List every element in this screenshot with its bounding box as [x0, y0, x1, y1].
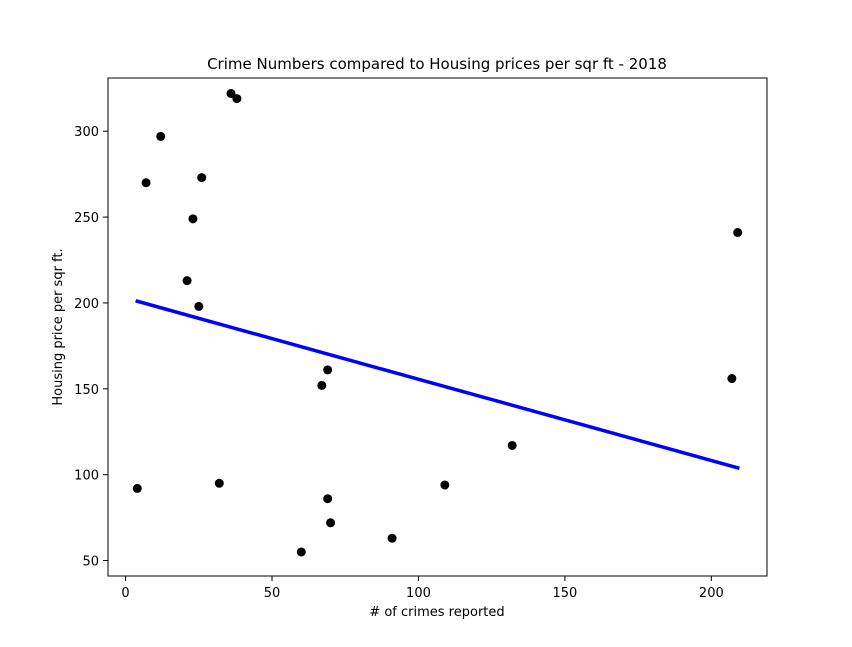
data-point	[326, 518, 336, 528]
y-tick-label: 200	[74, 297, 99, 312]
x-tick-label: 0	[121, 586, 129, 601]
x-tick-label: 100	[406, 586, 431, 601]
data-point	[182, 276, 192, 286]
y-tick-label: 300	[74, 125, 99, 140]
x-tick-label: 50	[264, 586, 281, 601]
regression-line	[135, 299, 740, 470]
plot-frame	[107, 77, 768, 577]
data-point	[141, 178, 151, 188]
x-axis-label: # of crimes reported	[369, 605, 504, 620]
data-point	[727, 374, 737, 384]
x-tick-label: 200	[699, 586, 724, 601]
data-point	[323, 365, 333, 375]
data-point	[214, 478, 224, 488]
plot-area	[132, 88, 743, 557]
x-tick-label: 150	[552, 586, 577, 601]
y-tick-label: 50	[82, 555, 99, 570]
y-tick-label: 250	[74, 211, 99, 226]
chart-title: Crime Numbers compared to Housing prices…	[207, 55, 667, 73]
data-point	[733, 228, 743, 238]
data-point	[226, 88, 236, 98]
y-axis-label: Housing price per sqr ft.	[51, 248, 66, 405]
y-tick-label: 100	[74, 469, 99, 484]
data-point	[232, 94, 242, 104]
data-point	[387, 533, 397, 543]
data-point	[132, 483, 142, 493]
axis-ticks: 0 50 100 150 200 50 100 150 200 250 300	[74, 125, 724, 601]
data-point	[440, 480, 450, 490]
data-point	[507, 440, 517, 450]
data-point	[197, 173, 207, 183]
y-tick-label: 150	[74, 383, 99, 398]
data-point	[296, 547, 306, 557]
data-point	[188, 214, 198, 224]
data-point	[156, 131, 166, 141]
data-point	[323, 494, 333, 504]
data-point	[194, 301, 204, 311]
data-point	[317, 380, 327, 390]
